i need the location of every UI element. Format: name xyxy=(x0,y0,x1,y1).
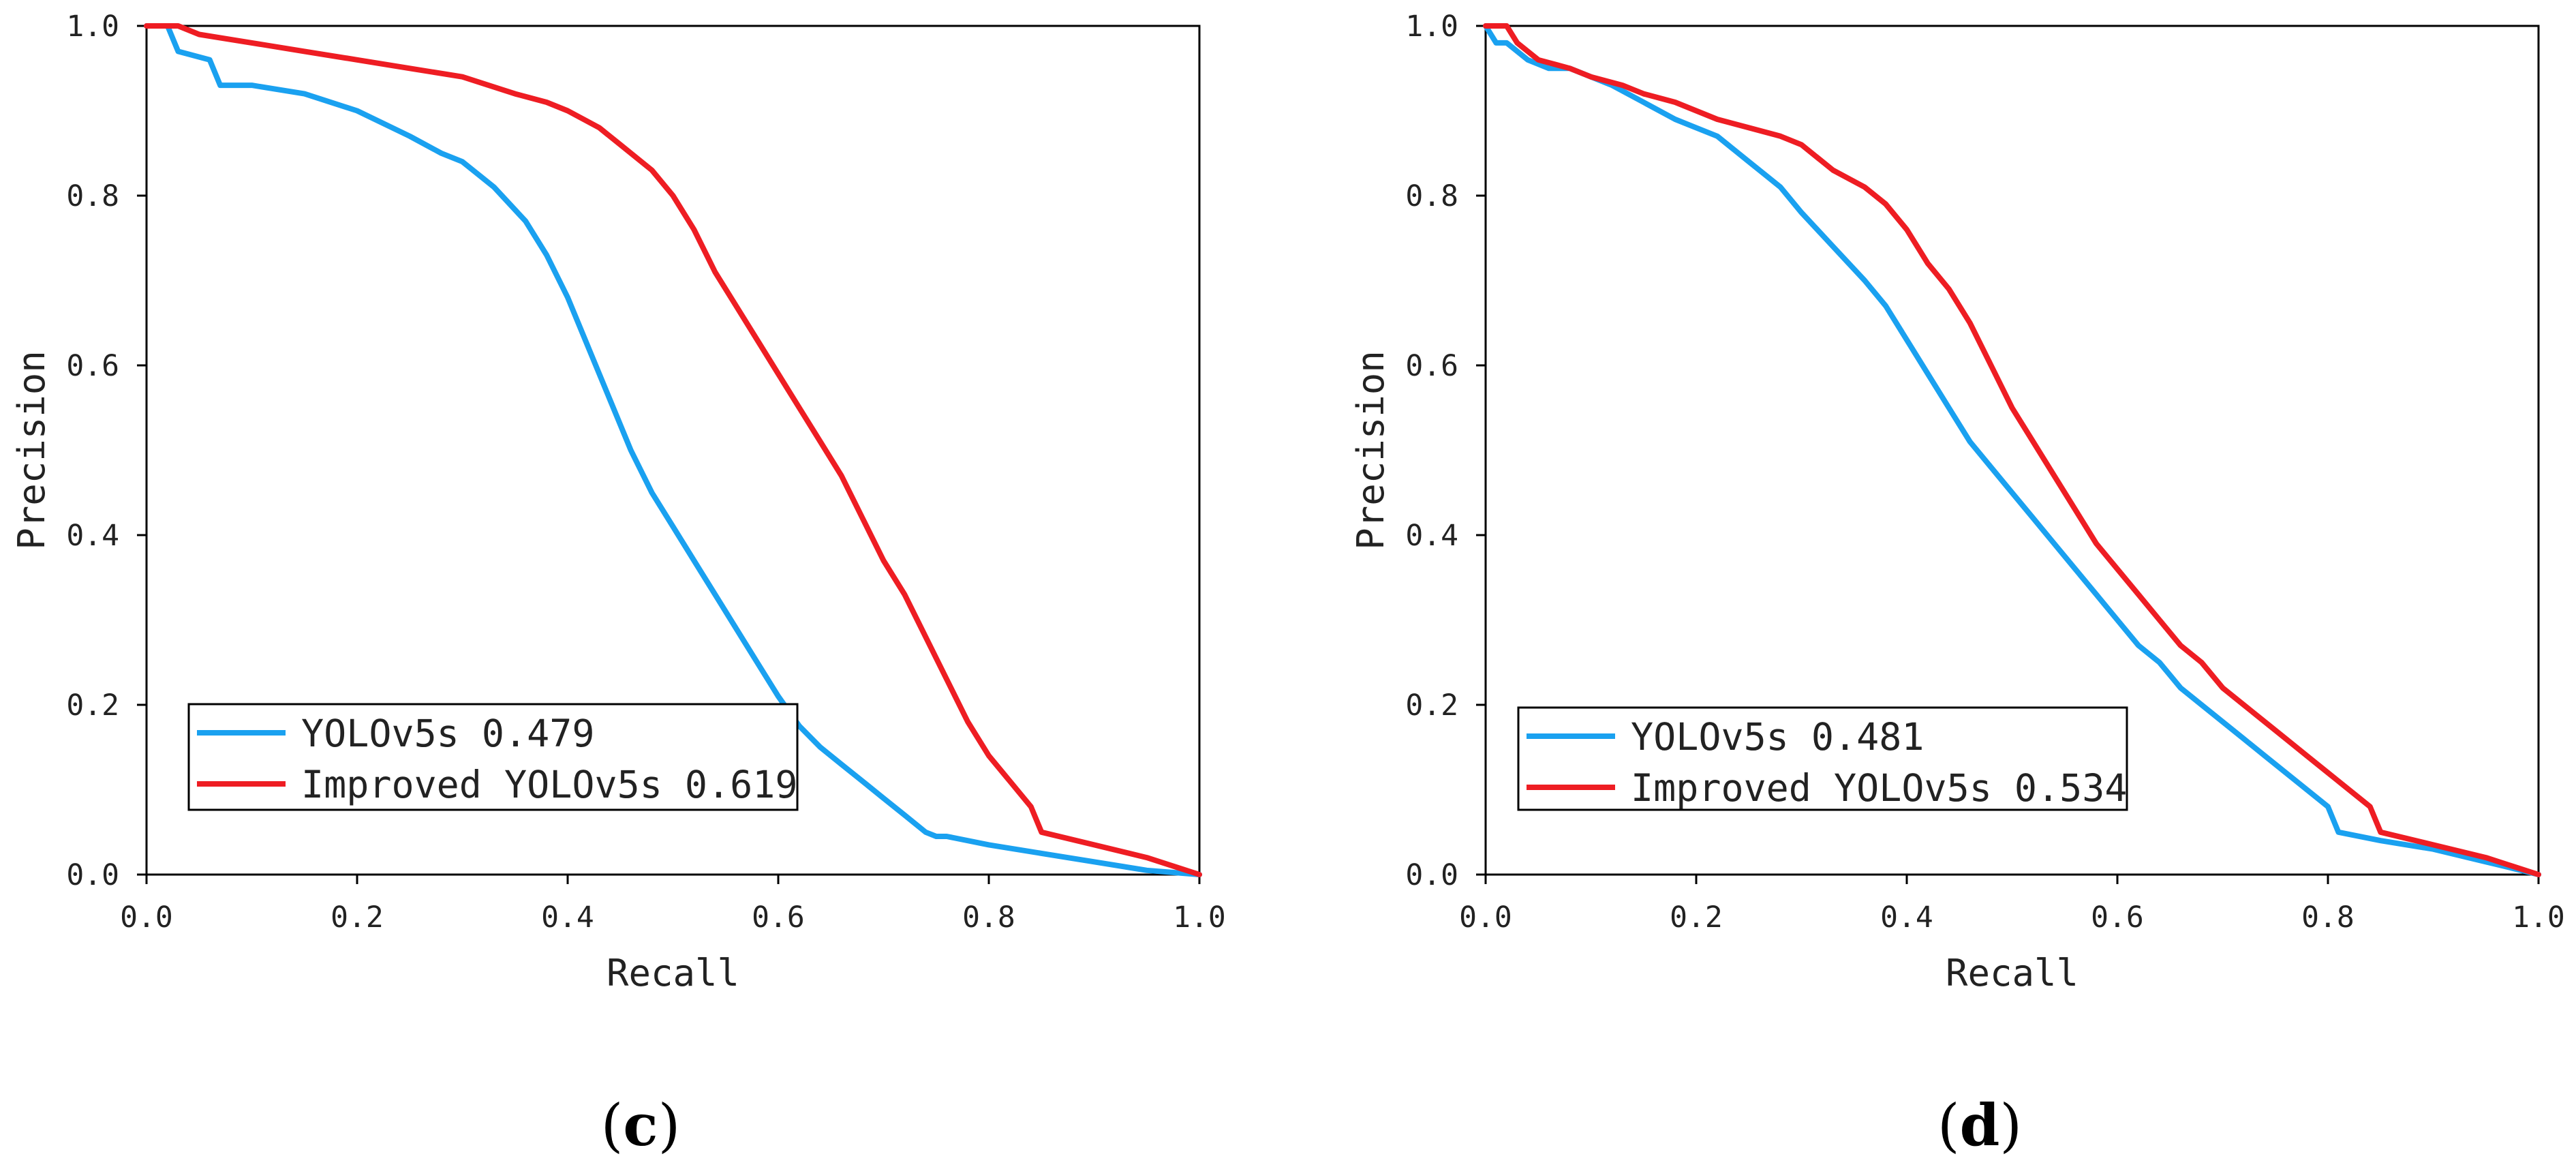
x-tick-label: 0.2 xyxy=(331,900,384,935)
series-line-yolov5s xyxy=(144,23,1202,877)
x-tick-label: 0.6 xyxy=(752,900,805,935)
y-tick-label: 0.8 xyxy=(66,179,119,213)
y-tick-label: 1.0 xyxy=(1405,10,1458,44)
y-tick-label: 0.4 xyxy=(66,519,119,553)
y-tick-label: 1.0 xyxy=(66,10,119,44)
x-tick-label: 0.8 xyxy=(2301,900,2355,935)
y-tick-label: 0.6 xyxy=(1405,349,1458,383)
y-tick-label: 0.2 xyxy=(1405,688,1458,723)
panel-label: (d) xyxy=(1937,1091,2022,1159)
series-line-improved-yolov5s xyxy=(144,23,1202,877)
x-tick-label: 1.0 xyxy=(1173,900,1226,935)
x-tick-label: 0.8 xyxy=(962,900,1015,935)
x-tick-label: 0.2 xyxy=(1670,900,1723,935)
legend: YOLOv5s 0.479 Improved YOLOv5s 0.619 xyxy=(187,703,799,811)
x-tick-label: 0.4 xyxy=(541,900,594,935)
x-tick-label: 0.4 xyxy=(1880,900,1933,935)
panel-label: (c) xyxy=(601,1091,681,1159)
y-tick-label: 0.2 xyxy=(66,688,119,723)
legend-box xyxy=(187,703,799,811)
legend: YOLOv5s 0.481 Improved YOLOv5s 0.534 xyxy=(1517,706,2128,811)
legend-entry: Improved YOLOv5s 0.534 xyxy=(1631,766,2127,810)
y-tick-label: 0.0 xyxy=(66,858,119,892)
legend-entry: Improved YOLOv5s 0.619 xyxy=(301,763,797,806)
x-tick-label: 0.0 xyxy=(1459,900,1512,935)
x-tick-label: 0.6 xyxy=(2091,900,2144,935)
x-axis-title: Recall xyxy=(607,952,739,995)
chart-panel-d: 0.0 0.2 0.4 0.6 0.8 1.0 0.0 0.2 0.4 0.6 0.8 1.0 Reca… xyxy=(1349,10,2565,1159)
y-tick-label: 0.4 xyxy=(1405,519,1458,553)
y-axis-title: Precision xyxy=(10,350,53,550)
y-axis-title: Precision xyxy=(1349,350,1392,550)
y-tick-label: 0.6 xyxy=(66,349,119,383)
x-tick-label: 1.0 xyxy=(2512,900,2565,935)
series-line-yolov5s xyxy=(1483,23,2541,877)
y-tick-label: 0.0 xyxy=(1405,858,1458,892)
plot-frame xyxy=(1484,25,2540,876)
plot-frame xyxy=(145,25,1201,876)
series-line-improved-yolov5s xyxy=(1483,23,2541,877)
x-axis-title: Recall xyxy=(1946,952,2079,995)
legend-entry: YOLOv5s 0.479 xyxy=(301,712,594,755)
x-tick-label: 0.0 xyxy=(120,900,173,935)
legend-entry: YOLOv5s 0.481 xyxy=(1631,715,1924,759)
chart-panel-c: 0.0 0.2 0.4 0.6 0.8 1.0 0.0 0.2 0.4 0.6 0.8 1.0 Reca… xyxy=(10,10,1226,1159)
legend-box xyxy=(1517,706,2128,811)
y-tick-label: 0.8 xyxy=(1405,179,1458,213)
